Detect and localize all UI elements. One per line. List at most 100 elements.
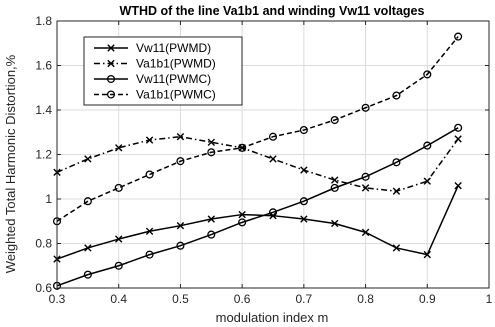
marker-stroke <box>145 227 154 235</box>
data-point <box>145 227 154 235</box>
series-line <box>56 135 459 192</box>
data-point <box>114 261 123 270</box>
data-point <box>114 183 123 192</box>
y-axis-label: Weighted Total Harmonic Distortion,% <box>3 54 18 273</box>
data-point <box>83 270 92 279</box>
legend-item: Vw11(PWMC) <box>94 72 211 86</box>
legend-marker <box>106 74 116 84</box>
data-point <box>361 172 370 181</box>
data-point <box>176 133 185 141</box>
data-point <box>392 187 401 195</box>
data-point <box>361 184 370 192</box>
y-tick-label: 1.8 <box>35 14 52 28</box>
marker-stroke <box>300 166 308 174</box>
data-point <box>392 244 401 252</box>
marker-stroke <box>238 210 246 219</box>
marker-stroke <box>454 135 462 143</box>
legend-label: Va1b1(PWMD) <box>136 57 216 71</box>
x-tick-label: 0.4 <box>110 292 127 306</box>
data-point <box>145 250 154 259</box>
series-4 <box>52 32 463 226</box>
series-line <box>56 127 459 287</box>
data-point <box>115 144 123 152</box>
data-point <box>238 218 247 227</box>
marker-stroke <box>107 59 115 68</box>
marker-stroke <box>107 44 115 52</box>
x-tick-label: 0.8 <box>357 292 374 306</box>
data-point <box>207 215 215 223</box>
legend-label: Vw11(PWMD) <box>136 41 211 55</box>
data-point <box>330 183 339 192</box>
data-point <box>84 155 92 163</box>
y-tick-label: 0.6 <box>35 281 52 295</box>
series-line <box>56 185 459 260</box>
chart-title: WTHD of the line Va1b1 and winding Vw11 … <box>120 4 425 18</box>
marker-stroke <box>392 244 401 252</box>
data-point <box>299 197 308 206</box>
marker-stroke <box>176 133 185 141</box>
series-layer <box>52 32 463 290</box>
data-point <box>145 170 154 179</box>
legend-item: Vw11(PWMD) <box>94 41 211 55</box>
x-tick-label: 0.7 <box>296 292 313 306</box>
data-point <box>423 70 432 79</box>
data-point <box>423 250 431 259</box>
legend-label: Va1b1(PWMC) <box>136 88 216 102</box>
data-point <box>299 125 308 135</box>
data-point <box>392 158 401 167</box>
marker-stroke <box>423 250 431 259</box>
x-tick-label: 0.3 <box>49 292 66 306</box>
marker-stroke <box>392 187 401 195</box>
data-point <box>83 197 92 206</box>
data-point <box>238 143 247 152</box>
data-point <box>300 166 308 174</box>
data-point <box>454 135 462 143</box>
marker-stroke <box>176 222 185 230</box>
data-point <box>176 222 185 230</box>
data-point <box>269 155 277 163</box>
marker-stroke <box>145 136 154 144</box>
marker-stroke <box>300 215 308 223</box>
data-point <box>454 32 463 41</box>
legend-item: Va1b1(PWMC) <box>94 88 216 102</box>
legend-label: Vw11(PWMC) <box>136 72 211 86</box>
legend-item: Va1b1(PWMD) <box>94 57 216 71</box>
data-point <box>84 244 92 252</box>
data-point <box>454 181 462 190</box>
data-point <box>300 215 308 223</box>
data-point <box>145 136 154 144</box>
data-point <box>115 235 123 243</box>
y-tick-label: 1.2 <box>35 148 52 162</box>
data-point <box>207 230 216 239</box>
series-line <box>56 36 459 222</box>
data-point <box>331 219 339 228</box>
x-axis-label: modulation index m <box>216 310 329 325</box>
marker-stroke <box>207 138 215 146</box>
x-tick-label: 0.5 <box>172 292 189 306</box>
marker-stroke <box>115 235 123 243</box>
data-point <box>423 177 431 185</box>
marker-stroke <box>84 155 92 163</box>
data-point <box>176 241 185 250</box>
x-tick-label: 1 <box>486 292 493 306</box>
y-tick-label: 1.4 <box>35 103 52 117</box>
data-point <box>268 132 278 141</box>
legend-marker <box>106 90 116 99</box>
series-1 <box>53 181 462 263</box>
marker-stroke <box>331 219 339 228</box>
tick-labels: 0.3 0.4 0.5 0.6 0.7 0.8 0.9 1 0.6 0.8 1 1.2 1.4 1.6 1.… <box>35 14 492 306</box>
legend-marker <box>107 44 115 52</box>
data-point <box>454 123 463 132</box>
marker-stroke <box>361 184 370 192</box>
data-point <box>268 208 278 217</box>
data-point <box>361 103 370 112</box>
data-point <box>207 148 216 157</box>
data-point <box>238 210 246 219</box>
legend: Vw11(PWMD) Va1b1(PWMD)Vw11(PWMC) Va1b1(PWM… <box>83 36 243 106</box>
data-point <box>176 157 185 166</box>
data-point <box>361 228 370 237</box>
marker-stroke <box>331 176 339 184</box>
legend-marker <box>107 59 115 68</box>
x-tick-label: 0.6 <box>234 292 251 306</box>
